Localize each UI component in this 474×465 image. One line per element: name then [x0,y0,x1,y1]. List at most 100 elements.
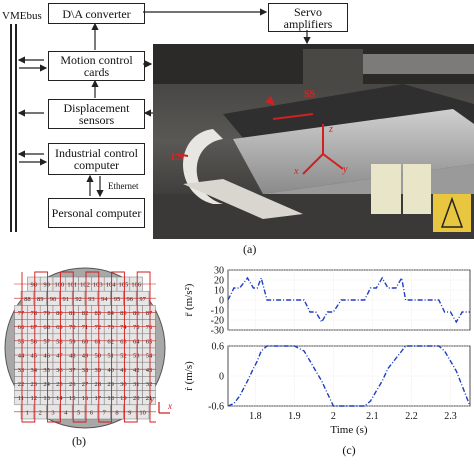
wafer-cell-number: 77 [18,310,25,317]
wafer-cell-number: 90 [50,296,57,303]
wafer-cell-number: 101 [67,282,77,289]
wafer-scan-path [21,271,156,423]
wafer-cell-number: 31 [133,381,140,388]
vel-y-tick: 0.6 [212,342,225,353]
wafer-cell-number: 26 [69,381,76,388]
wafer-cell-number: 66 [18,324,25,331]
wafer-cell-number: 25 [56,381,63,388]
wafer-cell-number: 53 [133,353,140,360]
wafer-cell-number: 51 [107,353,114,360]
box-da-converter: D\A converter [48,3,145,24]
wafer-cell-number: 68 [43,324,50,331]
wafer-cell-number: 46 [43,353,50,360]
wafer-cell-number: 10 [139,409,146,416]
wafer-cell-number: 29 [107,381,114,388]
panel-c: 30 20 10 0 -10 -20 -30 r̈ (m/s²) 0.6 0 -0.6 ṙ (m/s)… [178,262,474,460]
wafer-cell-number: 60 [82,338,89,345]
wafer-cell-number: 81 [69,310,76,317]
x-tick-label: 2.2 [405,411,418,422]
wafer-cell-number: 75 [133,324,140,331]
wafer-cell-number: 84 [107,310,114,317]
wafer-cell-number: 35 [43,367,50,374]
wafer-cell-number: 65 [146,338,153,345]
wafer-cell-number: 33 [18,367,25,374]
box-displacement-sensors: Displacement sensors [48,99,145,129]
wafer-cell-number: 5 [77,409,80,416]
wafer-cell-number: 64 [133,338,140,345]
wafer-cell-number: 1 [26,409,29,416]
wafer-cell-number: 55 [18,338,25,345]
wafer-cell-number: 97 [139,296,146,303]
wafer-cell-number: 82 [82,310,89,317]
ethernet-label: Ethernet [108,181,139,191]
box-servo-amplifiers: Servo amplifiers [268,3,348,32]
accel-y-tick: -30 [211,326,224,337]
wafer-cell-number: 30 [120,381,127,388]
wafer-cell-number: 23 [31,381,38,388]
apparatus-photo: SS LS z x y [153,44,474,239]
wafer-cell-number: 39 [95,367,102,374]
wafer-cell-number: 61 [95,338,102,345]
wafer-cell-number: 89 [37,296,44,303]
box-industrial-computer: Industrial control computer [48,143,145,175]
wafer-cell-number: 45 [31,353,38,360]
wafer-cell-number: 58 [56,338,63,345]
vel-series-line [227,345,471,407]
photo-label-x: x [294,166,299,177]
vel-y-tick: 0 [219,372,224,383]
wafer-cell-number: 14 [56,395,63,402]
wafer-cell-number: 73 [107,324,114,331]
caption-a: (a) [243,242,257,256]
wafer-cell-number: 28 [95,381,102,388]
wafer-cell-number: 36 [56,367,63,374]
wafer-cell-number: 57 [43,338,50,345]
wafer-cell-number: 105 [119,282,129,289]
wafer-cell-number: 54 [146,353,153,360]
diagram-connectors [17,8,311,198]
x-tick-label: 1.9 [288,411,301,422]
wafer-cell-number: 74 [120,324,127,331]
wafer-cell-number: 94 [101,296,108,303]
wafer-cell-number: 47 [56,353,63,360]
vel-y-label: ṙ (m/s) [183,361,195,391]
wafer-cell-number: 88 [24,296,31,303]
wafer-axis-x: x [167,401,172,411]
wafer-cell-number: 34 [31,367,38,374]
wafer-cell-number: 104 [106,282,117,289]
photo-label-ss: SS [304,89,316,100]
wafer-cell-number: 6 [90,409,94,416]
wafer-cell-number: 37 [69,367,76,374]
wafer-cell-number: 43 [146,367,153,374]
box-motion-control: Motion control cards [48,51,145,81]
vmebus-label: VMEbus [2,10,42,22]
wafer-cell-number: 44 [18,353,25,360]
wafer-cell-number: 102 [80,282,90,289]
accel-y-tick: 30 [214,266,224,277]
wafer-cell-number: 2 [39,409,42,416]
accel-y-tick: 10 [214,286,224,297]
wafer-cell-number: 69 [56,324,63,331]
accel-y-tick: -10 [211,306,224,317]
wafer-cell-number: 8 [115,409,118,416]
wafer-cell-number: 32 [146,381,153,388]
wafer-cell-number: 71 [82,324,89,331]
wafer-cell-number: 21 [146,395,153,402]
wafer-cell-number: 86 [133,310,140,317]
wafer-cell-number: 22 [18,381,25,388]
wafer-cell-number: 12 [31,395,38,402]
wafer-cell-number: 40 [107,367,114,374]
panel-b: 98 99 100 101 102 103 104 105 106 88 89 90 91 92 93 94 9… [0,262,175,460]
wafer-cell-number: 19 [120,395,127,402]
wafer-cell-number: 106 [131,282,142,289]
wafer-cell-number: 91 [63,296,70,303]
wafer-cell-number: 103 [93,282,103,289]
panel-a: VMEbus D\A converter Servo amplifiers Mo… [2,3,474,256]
x-axis-label: Time (s) [330,424,368,436]
x-tick-label: 2 [331,411,336,422]
wafer-axis-y: y [149,394,154,404]
wafer-cell-number: 70 [69,324,76,331]
wafer-cell-number: 13 [43,395,50,402]
accel-series-line [227,275,470,324]
wafer-cell-number: 38 [82,367,89,374]
